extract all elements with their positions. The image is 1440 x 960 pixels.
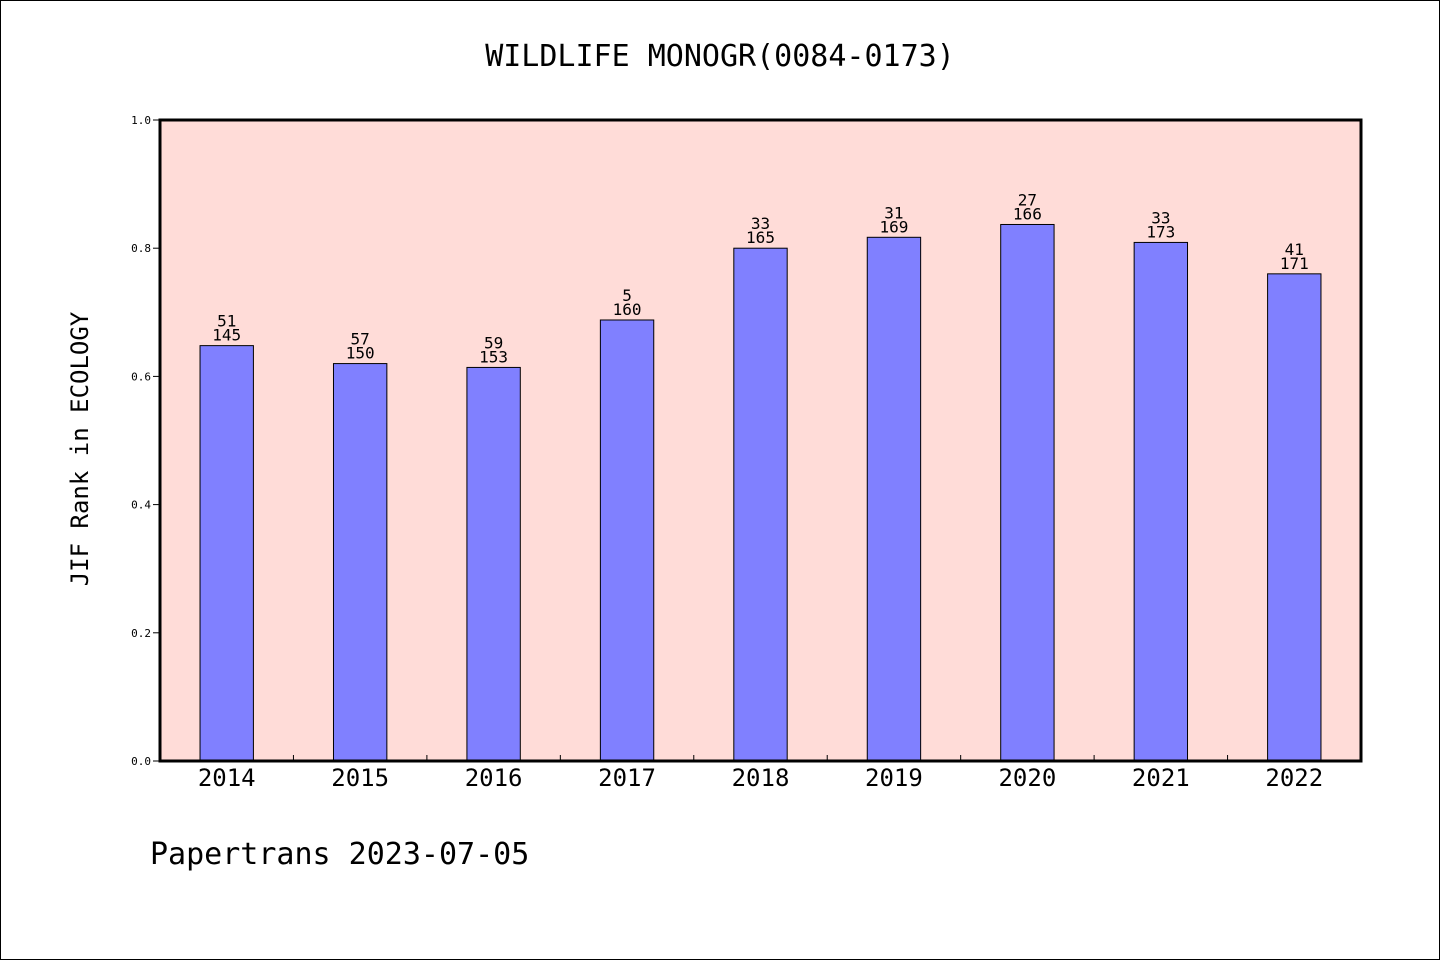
bar-label-rank-2022: 41 bbox=[1285, 240, 1304, 259]
bar-label-total-2021: 173 bbox=[1146, 222, 1175, 241]
x-tick-label-2019: 2019 bbox=[865, 764, 923, 792]
y-tick-label-0-2: 0.2 bbox=[131, 627, 151, 640]
bar-2015 bbox=[332, 363, 388, 762]
bar-label-rank-2016: 59 bbox=[484, 333, 503, 352]
bar-2022 bbox=[1267, 273, 1322, 762]
y-tick-label-1-0: 1.0 bbox=[131, 114, 151, 127]
footer-credit: Papertrans 2023-07-05 bbox=[150, 837, 529, 872]
y-tick-label-0-6: 0.6 bbox=[131, 370, 151, 383]
bar-label-rank-2021: 33 bbox=[1151, 208, 1170, 227]
x-tick-label-2021: 2021 bbox=[1132, 764, 1190, 792]
bar-label-rank-2020: 27 bbox=[1018, 190, 1037, 209]
bar-label-total-2019: 169 bbox=[879, 217, 908, 236]
bar-2014 bbox=[199, 345, 254, 762]
bar-label-total-2015: 150 bbox=[346, 344, 375, 363]
chart-title: WILDLIFE MONOGR(0084-0173) bbox=[485, 39, 955, 74]
x-tick-label-2014: 2014 bbox=[198, 764, 256, 792]
y-tick-label-0-4: 0.4 bbox=[131, 499, 151, 512]
bar-2020 bbox=[1000, 223, 1055, 762]
x-tick-label-2017: 2017 bbox=[598, 764, 656, 792]
bar-label-total-2018: 165 bbox=[746, 228, 775, 247]
bar-label-total-2020: 166 bbox=[1013, 204, 1042, 223]
y-tick-label-0-0: 0.0 bbox=[131, 755, 151, 768]
x-axis-ticks: 2014 2015 2016 2017 2018 2019 2020 2021 2022 bbox=[198, 755, 1323, 792]
y-tick-label-0-8: 0.8 bbox=[131, 242, 151, 255]
bar-2021 bbox=[1133, 241, 1189, 762]
bar-2018 bbox=[733, 247, 788, 762]
x-tick-label-2015: 2015 bbox=[331, 764, 389, 792]
bar-2019 bbox=[866, 236, 922, 762]
x-tick-label-2022: 2022 bbox=[1265, 764, 1323, 792]
bar-2017 bbox=[599, 319, 655, 762]
bar-label-rank-2014: 51 bbox=[217, 312, 236, 331]
bar-label-total-2022: 171 bbox=[1280, 254, 1309, 273]
bar-label-total-2014: 145 bbox=[212, 326, 241, 345]
y-axis-label: JIF Rank in ECOLOGY bbox=[66, 311, 94, 586]
bar-label-total-2016: 153 bbox=[479, 347, 508, 366]
x-tick-label-2018: 2018 bbox=[732, 764, 790, 792]
bar-label-rank-2019: 31 bbox=[884, 203, 903, 222]
plot-border bbox=[158, 118, 1363, 763]
bar-label-rank-2017: 5 bbox=[622, 286, 632, 305]
bar-label-total-2017: 160 bbox=[613, 300, 642, 319]
x-tick-label-2020: 2020 bbox=[998, 764, 1056, 792]
bar-label-rank-2018: 33 bbox=[751, 214, 770, 233]
x-tick-label-2016: 2016 bbox=[465, 764, 523, 792]
bar-label-rank-2015: 57 bbox=[351, 330, 370, 349]
y-axis-ticks: 0.0 0.2 0.4 0.6 0.8 1.0 bbox=[131, 114, 160, 768]
bar-2016 bbox=[466, 366, 521, 762]
bars-group bbox=[199, 223, 1322, 762]
